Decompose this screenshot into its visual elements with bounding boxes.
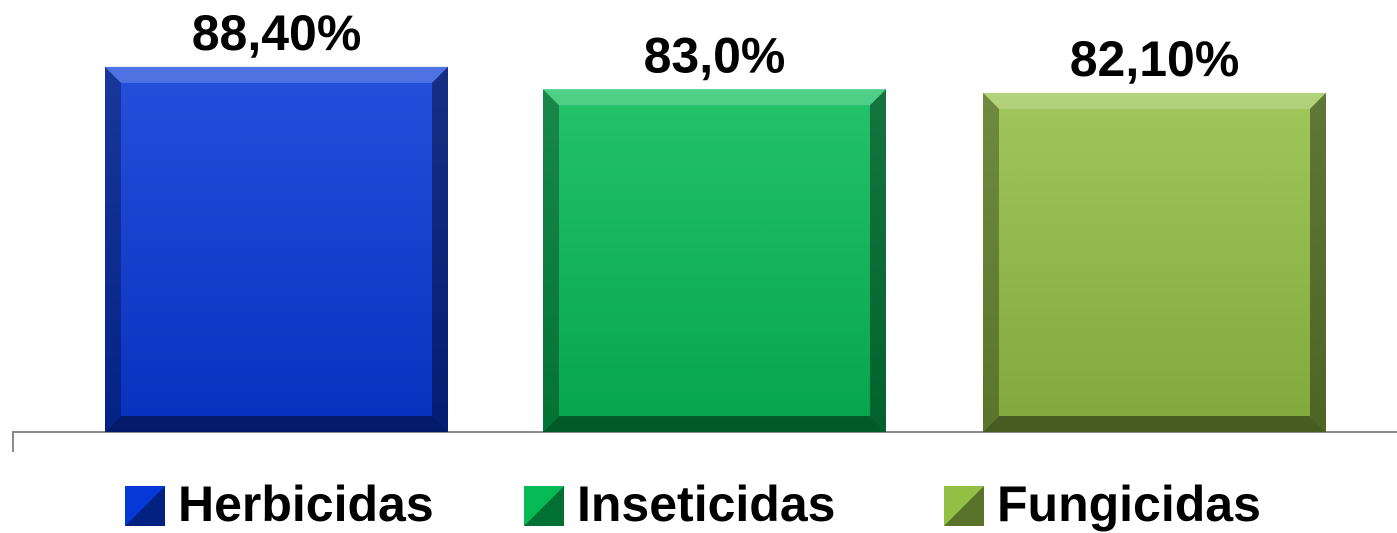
bar-bevel: [105, 66, 448, 83]
bar-shade: [983, 92, 1326, 432]
bar-bevel: [105, 416, 448, 432]
bar-bevel: [870, 89, 886, 433]
bar-bevel: [105, 66, 121, 433]
bar-bevel: [983, 92, 1326, 109]
bar-bevel: [983, 92, 999, 432]
legend-swatch-shade: [944, 486, 984, 526]
legend-swatch-shade: [125, 486, 165, 526]
legend-label: Herbicidas: [178, 476, 434, 532]
legend-swatch: [524, 486, 564, 526]
bar-shade: [105, 66, 448, 433]
legend-swatch-shade: [524, 486, 564, 526]
legend-swatch: [944, 486, 984, 526]
bar-bevel: [983, 416, 1326, 432]
legend-swatch: [125, 486, 165, 526]
bar-bevel: [543, 89, 886, 106]
legend-label: Fungicidas: [997, 476, 1261, 532]
bar-shade: [543, 89, 886, 433]
legend-label: Inseticidas: [577, 476, 835, 532]
value-label: 82,10%: [1070, 31, 1240, 87]
bar-bevel: [432, 66, 448, 433]
bar-bevel: [1310, 92, 1326, 432]
value-label: 83,0%: [644, 27, 786, 83]
value-label: 88,40%: [192, 5, 362, 61]
bar-bevel: [543, 89, 559, 433]
bar-bevel: [543, 416, 886, 432]
